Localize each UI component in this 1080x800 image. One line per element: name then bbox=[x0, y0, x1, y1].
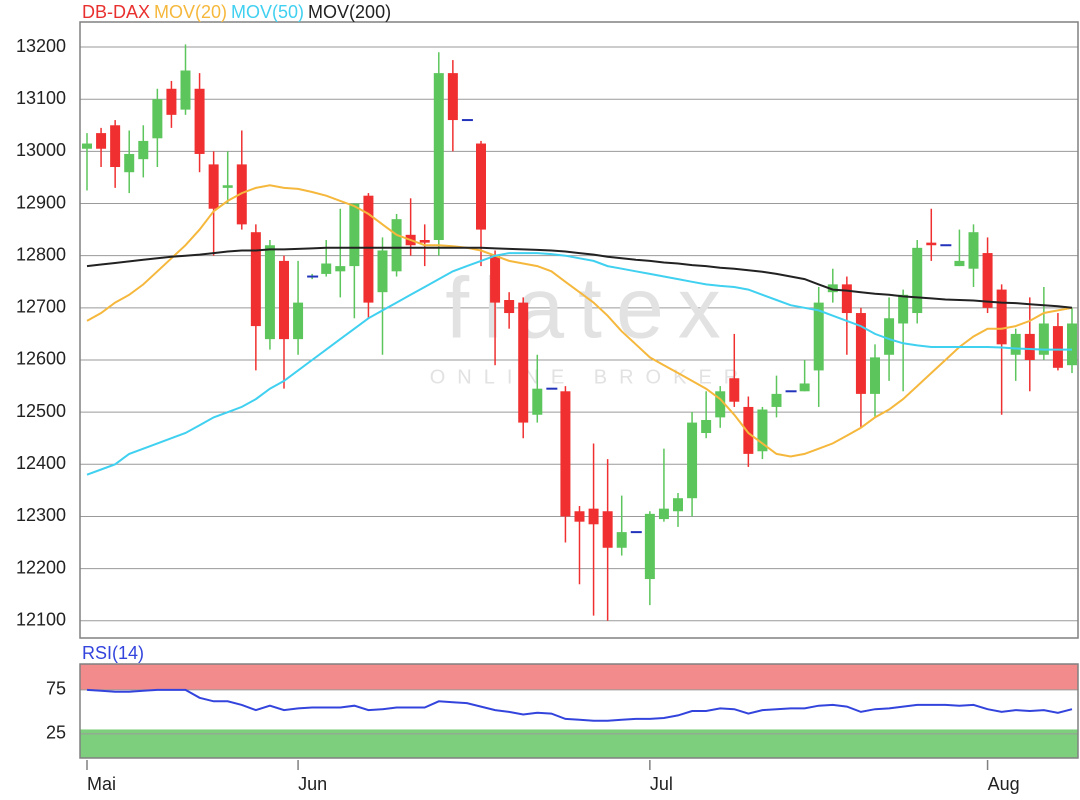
candle-body bbox=[996, 289, 1007, 345]
candle-body bbox=[96, 133, 107, 149]
candle-body bbox=[236, 164, 247, 225]
candle-body bbox=[222, 185, 233, 188]
candle-body bbox=[279, 260, 289, 340]
candle-body bbox=[250, 232, 261, 327]
y-tick-label: 12800 bbox=[16, 244, 66, 264]
candle-body bbox=[264, 245, 275, 340]
candle-body bbox=[166, 88, 177, 115]
candle-body bbox=[180, 70, 191, 110]
y-tick-label: 13100 bbox=[16, 88, 66, 108]
candle-body bbox=[813, 302, 824, 371]
candle-body bbox=[799, 383, 810, 392]
candle-body bbox=[110, 125, 121, 168]
line bbox=[86, 246, 1073, 309]
candle-body bbox=[490, 255, 501, 303]
candle-body bbox=[293, 302, 304, 340]
candle-body bbox=[82, 143, 92, 149]
candle-body bbox=[729, 378, 740, 402]
x-tick-label: Jun bbox=[298, 774, 327, 794]
candle-body bbox=[1024, 333, 1035, 360]
plot-frame bbox=[79, 663, 1079, 759]
x-tick-label: Aug bbox=[988, 774, 1020, 794]
candle-body bbox=[447, 73, 458, 121]
rsi-panel: 25 75 RSI(14) bbox=[46, 643, 1079, 759]
candle-body bbox=[560, 391, 571, 517]
y-tick-label: 12900 bbox=[16, 192, 66, 212]
candle-body bbox=[363, 195, 374, 303]
y-tick-label: 12300 bbox=[16, 505, 66, 525]
candle-body bbox=[208, 164, 219, 209]
candle-body bbox=[419, 240, 430, 243]
candle-body bbox=[1067, 323, 1077, 366]
candle-body bbox=[673, 498, 683, 512]
candle-body bbox=[321, 263, 332, 274]
candle-body bbox=[658, 508, 669, 520]
candle-body bbox=[827, 284, 838, 293]
candle-body bbox=[855, 313, 866, 394]
candle-body bbox=[884, 318, 895, 355]
candle-body bbox=[377, 250, 388, 293]
candle-body bbox=[687, 422, 698, 499]
candle-body bbox=[588, 508, 599, 525]
candle-body bbox=[194, 88, 205, 154]
y-tick-label: 25 bbox=[46, 723, 66, 743]
watermark: flatex bbox=[445, 261, 735, 357]
candle-body bbox=[335, 266, 346, 272]
candle-body bbox=[138, 140, 149, 160]
overbought-band bbox=[80, 664, 1078, 690]
candle-body bbox=[602, 511, 613, 548]
candle-body bbox=[912, 247, 923, 314]
candle-body bbox=[616, 532, 627, 548]
y-tick-label: 12200 bbox=[16, 557, 66, 577]
x-tick-label: Jul bbox=[650, 774, 673, 794]
candle-body bbox=[982, 253, 993, 308]
legend-entry: MOV(200) bbox=[308, 2, 391, 22]
candle-body bbox=[870, 357, 880, 394]
candle-body bbox=[391, 219, 402, 272]
y-tick-label: 12100 bbox=[16, 610, 66, 630]
line bbox=[86, 184, 1073, 458]
candle-body bbox=[518, 302, 529, 423]
candle-body bbox=[152, 99, 163, 139]
x-tick-label: Mai bbox=[87, 774, 116, 794]
candle-body bbox=[433, 73, 444, 241]
legend-entry: MOV(50) bbox=[231, 2, 304, 22]
line bbox=[86, 252, 1072, 476]
candle-body bbox=[968, 232, 979, 269]
y-tick-label: 75 bbox=[46, 679, 66, 699]
candle-body bbox=[954, 260, 965, 267]
candle-body bbox=[757, 409, 768, 452]
y-tick-label: 12600 bbox=[16, 349, 66, 369]
y-tick-label: 13000 bbox=[16, 140, 66, 160]
candle-body bbox=[124, 153, 135, 173]
candle-body bbox=[349, 203, 360, 267]
line bbox=[86, 688, 1073, 722]
y-tick-label: 13200 bbox=[16, 36, 66, 56]
candle-body bbox=[771, 393, 782, 407]
legend-entry: MOV(20) bbox=[154, 2, 227, 22]
watermark-subtitle: ONLINE BROKER bbox=[430, 366, 750, 388]
candle-body bbox=[926, 242, 937, 246]
candle-body bbox=[841, 284, 852, 314]
plot-frame bbox=[79, 21, 1079, 639]
candle-body bbox=[574, 511, 585, 522]
candle-body bbox=[1038, 323, 1049, 355]
candle-body bbox=[504, 300, 515, 314]
y-tick-label: 12400 bbox=[16, 453, 66, 473]
candle-body bbox=[743, 406, 754, 454]
candle-body bbox=[476, 143, 486, 230]
price-panel: 12100 12200 12300 12400 12500 12600 12700 12800… bbox=[16, 2, 1079, 794]
panel-label: RSI(14) bbox=[82, 643, 144, 663]
candle-body bbox=[1052, 326, 1063, 368]
candle-body bbox=[644, 513, 655, 580]
candle-body bbox=[1010, 333, 1021, 355]
y-tick-label: 12700 bbox=[16, 297, 66, 317]
candle-body bbox=[715, 391, 726, 418]
candle-body bbox=[532, 388, 543, 415]
candle-body bbox=[701, 419, 712, 434]
y-tick-label: 12500 bbox=[16, 401, 66, 421]
candle-body bbox=[898, 294, 909, 324]
legend-entry: DB-DAX bbox=[82, 2, 150, 22]
